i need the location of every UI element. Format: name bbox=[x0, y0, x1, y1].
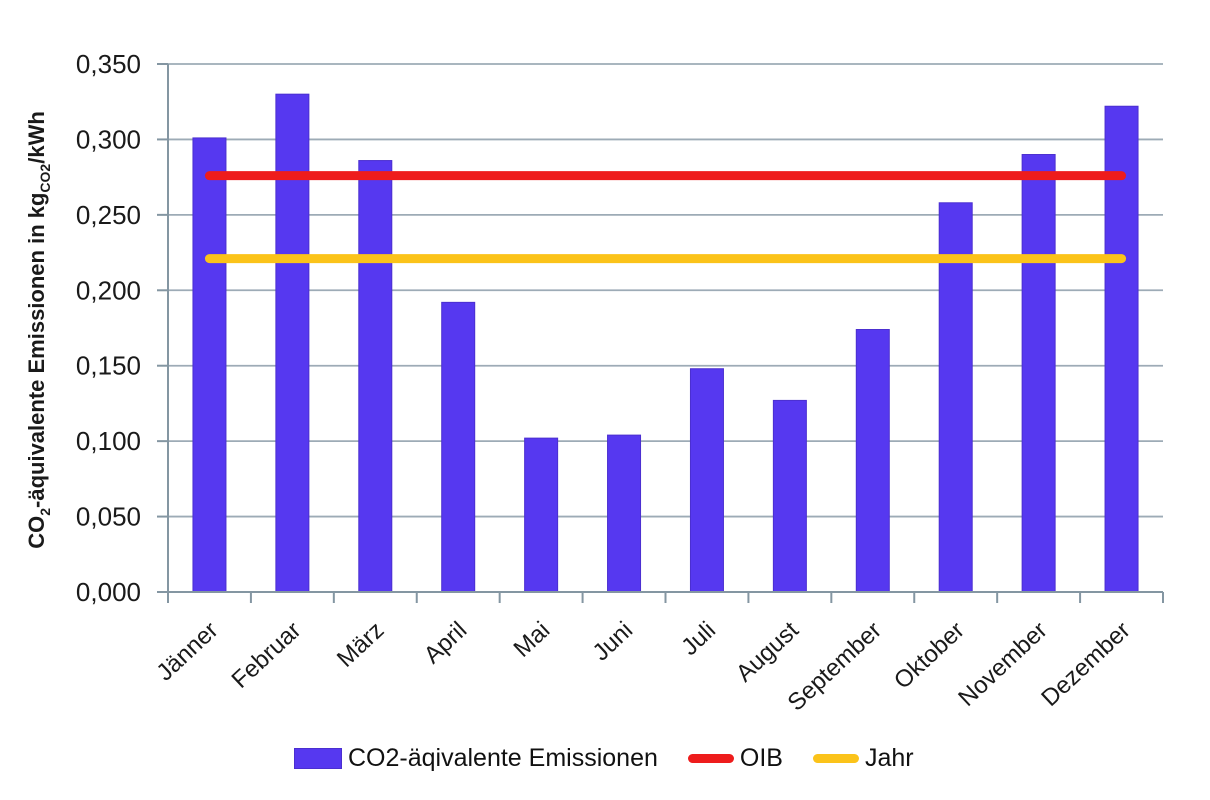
bar-märz bbox=[358, 160, 393, 593]
x-tick-label-mai: Mai bbox=[509, 617, 556, 663]
y-axis-title: CO2-äquivalente Emissionen in kgCO2/kWh bbox=[24, 111, 53, 549]
legend-label-jahr: Jahr bbox=[864, 744, 914, 772]
y-tick-label: 0,150 bbox=[76, 351, 141, 381]
x-tick-label-juni: Juni bbox=[588, 617, 639, 667]
y-tick-label: 0,050 bbox=[76, 502, 141, 532]
legend-item-oib: OIB bbox=[687, 744, 783, 773]
y-tick-label: 0,350 bbox=[76, 49, 141, 79]
legend-label-oib: OIB bbox=[739, 744, 783, 772]
x-tick-label-april: April bbox=[419, 617, 473, 669]
legend-item-emissions: CO2-äqivalente Emissionen bbox=[294, 744, 658, 773]
legend-item-jahr: Jahr bbox=[812, 744, 914, 773]
x-tick-label-juli: Juli bbox=[676, 617, 721, 661]
y-tick-label: 0,200 bbox=[76, 275, 141, 305]
bar-april bbox=[441, 301, 476, 593]
x-tick-label-november: November bbox=[953, 617, 1052, 712]
y-tick-label: 0,100 bbox=[76, 426, 141, 456]
y-tick-label: 0,000 bbox=[76, 577, 141, 607]
x-tick-label-dezember: Dezember bbox=[1036, 617, 1135, 712]
y-tick-label: 0,250 bbox=[76, 200, 141, 230]
x-tick-label-märz: März bbox=[332, 617, 389, 673]
bar-september bbox=[855, 329, 890, 593]
bar-august bbox=[772, 399, 807, 593]
legend: CO2-äqivalente Emissionen OIB Jahr bbox=[294, 744, 914, 773]
x-tick-label-august: August bbox=[731, 616, 804, 687]
legend-label-emissions: CO2-äqivalente Emissionen bbox=[348, 744, 658, 772]
bar-jänner bbox=[192, 137, 227, 593]
emissions-bar-swatch bbox=[294, 748, 342, 769]
bar-juni bbox=[607, 434, 642, 593]
bar-mai bbox=[524, 437, 559, 593]
bar-juli bbox=[689, 368, 724, 593]
y-tick-label: 0,300 bbox=[76, 124, 141, 154]
bar-dezember bbox=[1104, 105, 1139, 593]
bar-februar bbox=[275, 93, 310, 593]
bar-november bbox=[1021, 154, 1056, 593]
x-tick-label-februar: Februar bbox=[227, 617, 307, 694]
jahr-line-swatch bbox=[812, 754, 859, 763]
oib-line-swatch bbox=[687, 754, 734, 763]
x-tick-label-jänner: Jänner bbox=[151, 617, 223, 687]
x-tick-label-oktober: Oktober bbox=[889, 617, 970, 695]
